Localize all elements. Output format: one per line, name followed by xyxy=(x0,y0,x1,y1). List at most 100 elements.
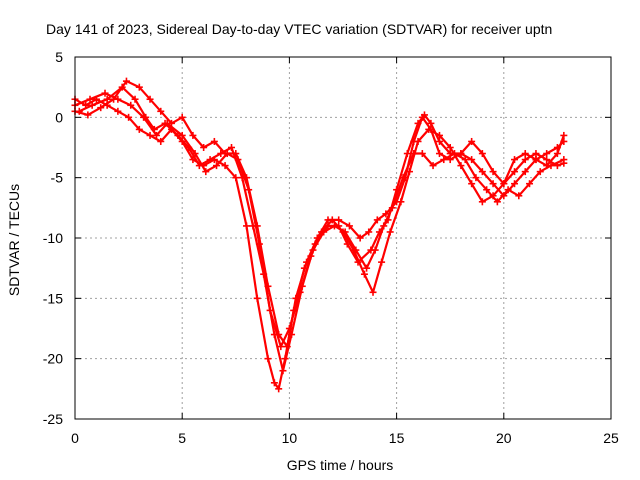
data-point xyxy=(210,137,218,145)
data-point xyxy=(457,162,465,170)
data-point xyxy=(206,156,214,164)
data-point xyxy=(378,258,386,266)
x-tick-label: 20 xyxy=(496,430,512,446)
data-point xyxy=(264,282,272,290)
data-point xyxy=(363,264,371,272)
data-point xyxy=(152,131,160,139)
data-point xyxy=(386,228,394,236)
data-point xyxy=(146,95,154,103)
data-point xyxy=(483,186,491,194)
data-point xyxy=(446,144,454,151)
data-point xyxy=(110,95,118,103)
data-point xyxy=(275,385,283,393)
data-point xyxy=(521,156,529,164)
series-pass-4 xyxy=(71,77,568,351)
data-point xyxy=(264,355,272,363)
data-point xyxy=(380,222,388,230)
data-point xyxy=(429,162,437,170)
data-point xyxy=(526,180,534,188)
data-point xyxy=(371,246,379,254)
x-tick-label: 10 xyxy=(282,430,298,446)
data-point xyxy=(511,168,519,176)
data-point xyxy=(88,101,96,109)
data-point xyxy=(200,144,208,151)
y-tick-label: 5 xyxy=(55,49,63,65)
data-point xyxy=(142,113,150,121)
data-point xyxy=(478,168,486,176)
data-point xyxy=(146,131,154,139)
chart-title: Day 141 of 2023, Sidereal Day-to-day VTE… xyxy=(46,21,552,37)
data-point xyxy=(185,144,193,151)
data-point xyxy=(243,174,251,182)
data-point xyxy=(135,83,143,91)
data-point xyxy=(472,174,480,182)
data-point xyxy=(468,137,476,145)
data-point xyxy=(221,150,229,158)
y-tick-label: 0 xyxy=(55,109,63,125)
data-point xyxy=(500,180,508,188)
data-point xyxy=(478,198,486,206)
y-tick-label: -10 xyxy=(43,230,63,246)
data-point xyxy=(360,270,368,278)
data-point xyxy=(435,137,443,145)
data-point xyxy=(189,131,197,139)
data-point xyxy=(450,150,458,158)
data-point xyxy=(122,77,130,85)
data-point xyxy=(369,288,377,296)
data-point xyxy=(393,198,401,206)
data-point xyxy=(303,258,311,266)
axis-ticks xyxy=(74,56,612,420)
data-point xyxy=(330,222,338,230)
data-point xyxy=(511,156,519,164)
data-point xyxy=(427,125,435,133)
data-point xyxy=(468,156,476,164)
tick-labels: 0 5 10 15 20 25 5 0 -5 -10 -15 -20 -25 xyxy=(43,49,619,446)
data-point xyxy=(345,222,353,230)
data-point xyxy=(86,95,94,103)
y-tick-label: -25 xyxy=(43,411,63,427)
data-point xyxy=(127,101,135,109)
data-point xyxy=(365,228,373,236)
series-line xyxy=(74,80,565,348)
data-point xyxy=(232,150,240,158)
data-point xyxy=(511,180,519,188)
data-point xyxy=(275,331,283,339)
data-point xyxy=(410,137,418,145)
data-point xyxy=(114,107,122,115)
data-point xyxy=(504,186,512,194)
data-point xyxy=(489,168,497,176)
data-point xyxy=(277,343,285,351)
y-tick-label: -15 xyxy=(43,290,63,306)
data-point xyxy=(543,162,551,170)
data-point xyxy=(178,113,186,121)
data-point xyxy=(401,174,409,182)
data-point xyxy=(493,198,501,206)
data-point xyxy=(515,192,523,200)
y-tick-label: -5 xyxy=(51,170,64,186)
data-point xyxy=(373,216,381,224)
data-point xyxy=(324,216,332,224)
data-point xyxy=(283,343,291,351)
data-point xyxy=(468,180,476,188)
series-pass-3 xyxy=(75,83,568,375)
data-point xyxy=(135,125,143,133)
data-point xyxy=(435,131,443,139)
data-point xyxy=(279,367,287,375)
data-point xyxy=(435,150,443,158)
series-line xyxy=(78,86,565,372)
data-point xyxy=(446,156,454,164)
data-point xyxy=(161,119,169,127)
data-point xyxy=(427,119,435,127)
data-point xyxy=(521,150,529,158)
data-point xyxy=(253,294,261,302)
data-point xyxy=(478,150,486,158)
data-point xyxy=(341,228,349,236)
data-point xyxy=(131,95,139,103)
data-point xyxy=(125,113,133,121)
data-point xyxy=(536,168,544,176)
data-point xyxy=(103,95,111,103)
data-point xyxy=(440,156,448,164)
data-point xyxy=(418,113,426,121)
data-point xyxy=(382,210,390,218)
